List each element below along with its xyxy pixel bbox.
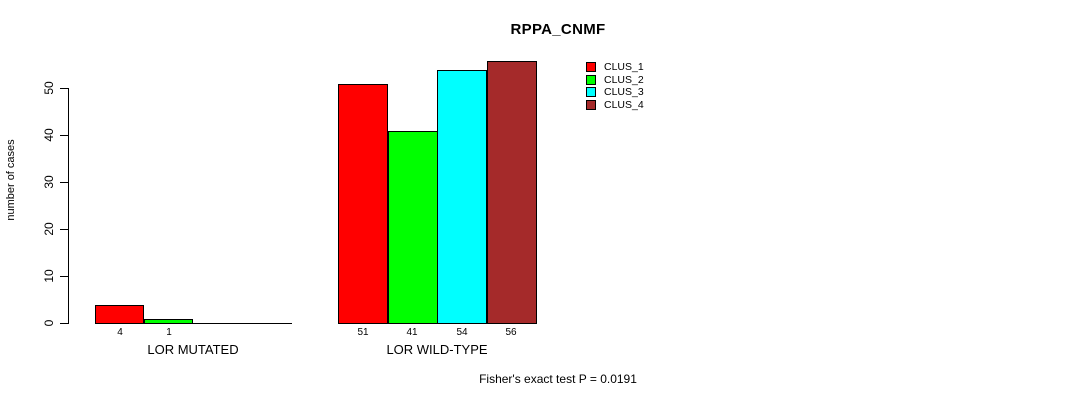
- chart-title: RPPA_CNMF: [510, 21, 606, 38]
- bar-value-label: 4: [117, 327, 123, 338]
- footnote: Fisher's exact test P = 0.0191: [479, 372, 637, 386]
- x-group-label: LOR MUTATED: [147, 342, 239, 357]
- legend-label-CLUS_1: CLUS_1: [604, 61, 644, 73]
- bar-CLUS_4-zero: [242, 323, 292, 324]
- y-tick: [60, 88, 68, 89]
- y-axis-label: number of cases: [5, 139, 17, 221]
- bar-CLUS_1: [95, 305, 144, 324]
- bar-value-label: 41: [406, 327, 418, 338]
- y-tick: [60, 229, 68, 230]
- bar-CLUS_2: [144, 319, 193, 324]
- legend-swatch-CLUS_3: [586, 87, 596, 97]
- legend-swatch-CLUS_4: [586, 100, 596, 110]
- bar-CLUS_1: [338, 84, 388, 324]
- bar-CLUS_3-zero: [193, 323, 243, 324]
- y-tick-label: 50: [42, 81, 56, 95]
- y-tick-label: 40: [42, 128, 56, 142]
- x-group-label: LOR WILD-TYPE: [386, 342, 488, 357]
- legend-label-CLUS_3: CLUS_3: [604, 86, 644, 98]
- y-tick: [60, 182, 68, 183]
- y-tick-label: 10: [42, 269, 56, 283]
- y-axis-line: [68, 88, 69, 324]
- bar-CLUS_3: [437, 70, 487, 324]
- legend-label-CLUS_4: CLUS_4: [604, 99, 644, 111]
- bar-value-label: 54: [456, 327, 468, 338]
- y-tick-label: 20: [42, 222, 56, 236]
- y-tick: [60, 323, 68, 324]
- legend-label-CLUS_2: CLUS_2: [604, 74, 644, 86]
- bar-CLUS_2: [388, 131, 438, 324]
- y-tick-label: 30: [42, 175, 56, 189]
- y-tick-label: 0: [42, 319, 56, 327]
- bar-value-label: 56: [505, 327, 517, 338]
- legend-swatch-CLUS_1: [586, 62, 596, 72]
- legend-swatch-CLUS_2: [586, 75, 596, 85]
- bar-value-label: 1: [166, 327, 172, 338]
- y-tick: [60, 135, 68, 136]
- y-tick: [60, 276, 68, 277]
- bar-CLUS_4: [487, 61, 537, 324]
- bar-value-label: 51: [357, 327, 369, 338]
